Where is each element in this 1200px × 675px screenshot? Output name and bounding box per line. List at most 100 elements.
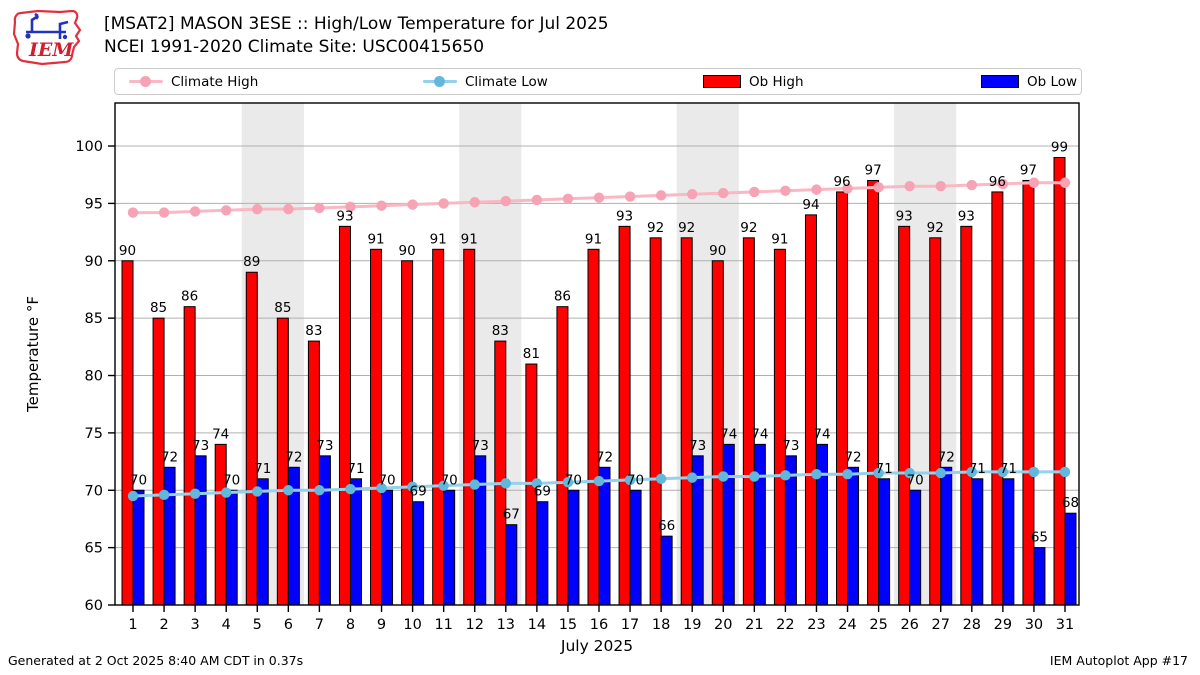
ob-high-bar[interactable] [245,271,258,606]
ob-low-label: 72 [596,449,613,465]
ob-low-bar[interactable] [163,466,176,606]
climate-marker [562,193,574,205]
ob-low-bar[interactable] [412,501,425,606]
climate-marker [500,478,511,489]
x-tick-label: 20 [714,617,732,633]
ob-high-bar[interactable] [804,214,817,606]
ob-high-bar[interactable] [338,225,351,606]
ob-high-label: 96 [833,174,850,190]
ob-low-bar[interactable] [1033,547,1046,606]
ob-high-bar[interactable] [867,179,880,606]
ob-high-bar[interactable] [556,306,569,606]
ob-high-bar[interactable] [1053,157,1066,606]
ob-low-label: 70 [565,472,582,488]
climate-marker [655,190,667,201]
ob-low-bar[interactable] [815,443,828,606]
climate-marker [624,474,636,486]
climate-marker [718,187,729,199]
climate-high-line-icon [129,76,163,87]
ob-high-bar[interactable] [836,191,849,606]
ob-low-bar[interactable] [443,489,456,606]
climate-marker [158,207,170,218]
ob-low-bar[interactable] [318,455,331,606]
climate-marker [438,480,449,491]
ob-high-bar[interactable] [618,225,631,606]
ob-low-label: 73 [782,438,799,454]
climate-marker [531,478,543,489]
ob-high-label: 92 [740,220,757,236]
ob-low-bar[interactable] [505,524,518,606]
ob-low-bar[interactable] [536,501,549,606]
ob-low-bar[interactable] [132,489,145,606]
climate-marker [904,180,915,192]
ob-high-bar[interactable] [991,191,1004,606]
climate-marker [935,180,946,192]
ob-low-bar[interactable] [256,478,269,606]
ob-low-bar[interactable] [753,443,766,606]
ob-high-bar[interactable] [214,443,227,606]
x-tick-label: 18 [652,617,670,633]
ob-high-bar[interactable] [463,248,476,606]
climate-marker [935,467,946,479]
ob-high-bar[interactable] [401,260,414,606]
climate-marker [593,192,605,203]
ob-low-label: 74 [720,426,737,442]
ob-high-bar[interactable] [680,237,693,606]
climate-marker [252,203,263,215]
ob-low-label: 73 [689,438,706,454]
ob-high-label: 92 [927,220,944,236]
ob-low-bar[interactable] [1002,478,1015,606]
x-tick-label: 31 [1056,617,1074,633]
ob-low-label: 70 [130,472,147,488]
ob-high-bar[interactable] [898,225,911,606]
ob-low-bar[interactable] [1064,512,1077,606]
ob-low-bar[interactable] [349,478,362,606]
ob-low-bar[interactable] [847,466,860,606]
ob-low-bar[interactable] [194,455,207,606]
x-tick-label: 3 [191,617,200,633]
ob-high-bar[interactable] [773,248,786,606]
climate-marker [687,472,698,483]
ob-high-bar[interactable] [742,237,755,606]
ob-high-bar[interactable] [649,237,662,606]
ob-low-label: 74 [751,426,768,442]
y-tick-label: 90 [85,254,103,270]
climate-marker [749,471,760,482]
ob-high-bar[interactable] [960,225,973,606]
ob-low-bar[interactable] [909,489,922,606]
climate-marker [283,485,294,496]
ob-low-bar[interactable] [722,443,735,606]
x-tick-label: 21 [745,617,763,633]
ob-low-bar[interactable] [598,466,611,606]
ob-low-bar[interactable] [381,489,394,606]
ob-low-label: 66 [658,518,675,534]
ob-low-bar[interactable] [567,489,580,606]
ob-low-label: 71 [254,461,271,477]
chart-title: [MSAT2] MASON 3ESE :: High/Low Temperatu… [104,14,609,34]
ob-high-bar[interactable] [121,260,134,606]
ob-low-label: 70 [627,472,644,488]
ob-high-label: 83 [492,323,509,339]
ob-high-bar[interactable] [183,306,196,606]
ob-low-bar[interactable] [225,489,238,606]
climate-marker [500,195,511,207]
ob-high-bar[interactable] [494,340,507,606]
ob-high-bar[interactable] [307,340,320,606]
ob-low-bar[interactable] [971,478,984,606]
climate-marker [158,489,170,501]
ob-high-bar[interactable] [929,237,942,606]
ob-high-bar[interactable] [432,248,445,606]
x-tick-label: 24 [838,617,856,633]
ob-low-bar[interactable] [878,478,891,606]
ob-high-label: 93 [958,208,975,224]
ob-low-bar[interactable] [474,455,487,606]
ob-low-bar[interactable] [629,489,642,606]
ob-low-bar[interactable] [660,535,673,606]
ob-low-label: 70 [907,472,924,488]
ob-low-bar[interactable] [940,466,953,606]
ob-high-bar[interactable] [370,248,383,606]
climate-marker [873,182,884,193]
x-tick-label: 28 [963,617,981,633]
ob-high-bar[interactable] [587,248,600,606]
